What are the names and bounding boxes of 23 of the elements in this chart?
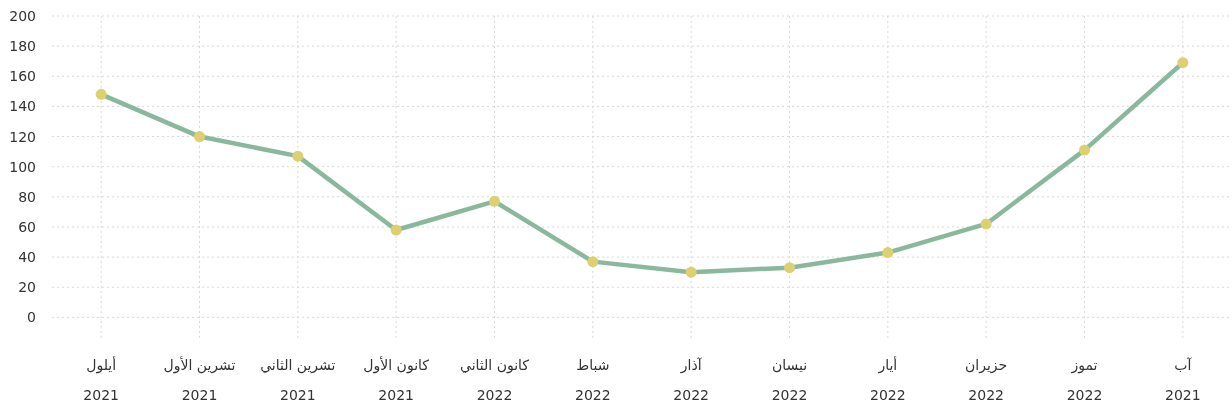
point <box>685 266 697 278</box>
y-tick-label: 0 <box>27 309 36 326</box>
point <box>95 88 107 100</box>
point <box>1079 144 1090 156</box>
point <box>292 150 304 162</box>
y-tick-label: 200 <box>9 8 36 24</box>
y-tick-label: 80 <box>18 188 36 205</box>
point <box>980 218 992 230</box>
y-tick-label: 40 <box>18 249 36 266</box>
y-tick-label: 140 <box>9 98 36 115</box>
point <box>1177 57 1189 69</box>
y-tick-label: 20 <box>18 279 36 296</box>
point <box>882 247 894 259</box>
y-tick-label: 120 <box>9 128 36 145</box>
point <box>784 262 795 274</box>
y-tick-label: 60 <box>18 218 36 235</box>
y-tick-label: 100 <box>9 158 36 175</box>
point <box>194 131 205 143</box>
y-tick-label: 180 <box>9 38 36 55</box>
y-tick-label: 160 <box>9 68 36 85</box>
point <box>390 224 402 236</box>
point <box>489 195 500 207</box>
point <box>587 256 599 268</box>
